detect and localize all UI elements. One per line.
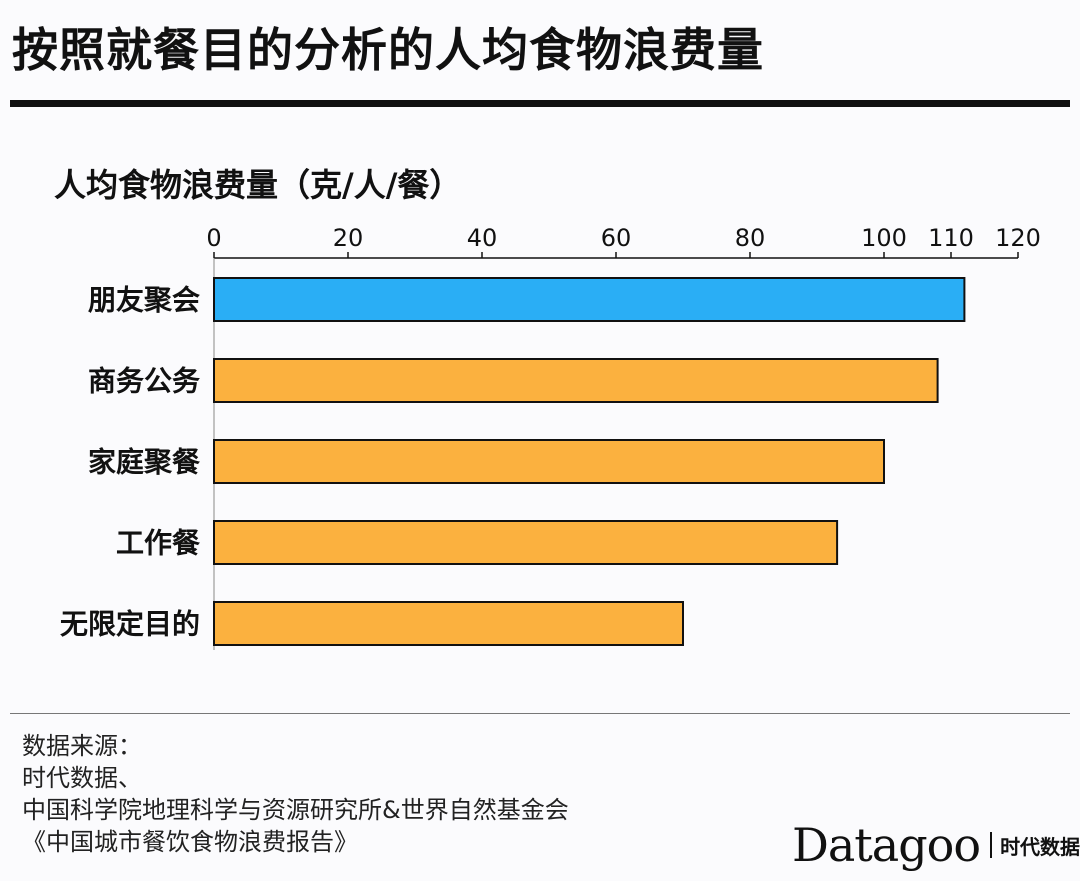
page-title: 按照就餐目的分析的人均食物浪费量 — [12, 23, 764, 77]
x-tick-label: 80 — [735, 224, 766, 252]
logo-subtitle: 时代数据 — [1000, 834, 1080, 859]
source-line: 《中国城市餐饮食物浪费报告》 — [22, 828, 358, 856]
chart-axis-title: 人均食物浪费量（克/人/餐） — [54, 166, 462, 204]
x-tick-label: 110 — [928, 224, 974, 252]
category-label: 朋友聚会 — [88, 284, 200, 317]
x-tick-label: 100 — [861, 224, 907, 252]
category-label: 家庭聚餐 — [88, 446, 201, 479]
bar — [213, 520, 839, 565]
bar — [213, 277, 966, 322]
x-tick-label: 0 — [206, 224, 221, 252]
x-tick-label: 20 — [333, 224, 364, 252]
category-label: 商务公务 — [88, 365, 200, 398]
category-label: 无限定目的 — [60, 608, 200, 641]
x-tick-label: 60 — [601, 224, 632, 252]
x-tick-label: 120 — [995, 224, 1041, 252]
logo-separator — [990, 832, 993, 858]
brand-logo: Datagoo 时代数据 — [792, 818, 1080, 872]
source-note: 数据来源： 时代数据、 中国科学院地理科学与资源研究所&世界自然基金会 《中国城… — [22, 730, 569, 858]
bar — [213, 358, 939, 403]
x-tick-label: 40 — [467, 224, 498, 252]
bar — [213, 439, 885, 484]
logo-name: Datagoo — [792, 818, 981, 872]
category-label: 工作餐 — [116, 527, 201, 560]
source-line: 时代数据、 — [22, 764, 142, 792]
footer-divider — [10, 713, 1070, 714]
source-label: 数据来源： — [22, 732, 142, 760]
source-line: 中国科学院地理科学与资源研究所&世界自然基金会 — [22, 796, 569, 824]
bar — [213, 601, 684, 646]
title-divider — [10, 100, 1070, 107]
